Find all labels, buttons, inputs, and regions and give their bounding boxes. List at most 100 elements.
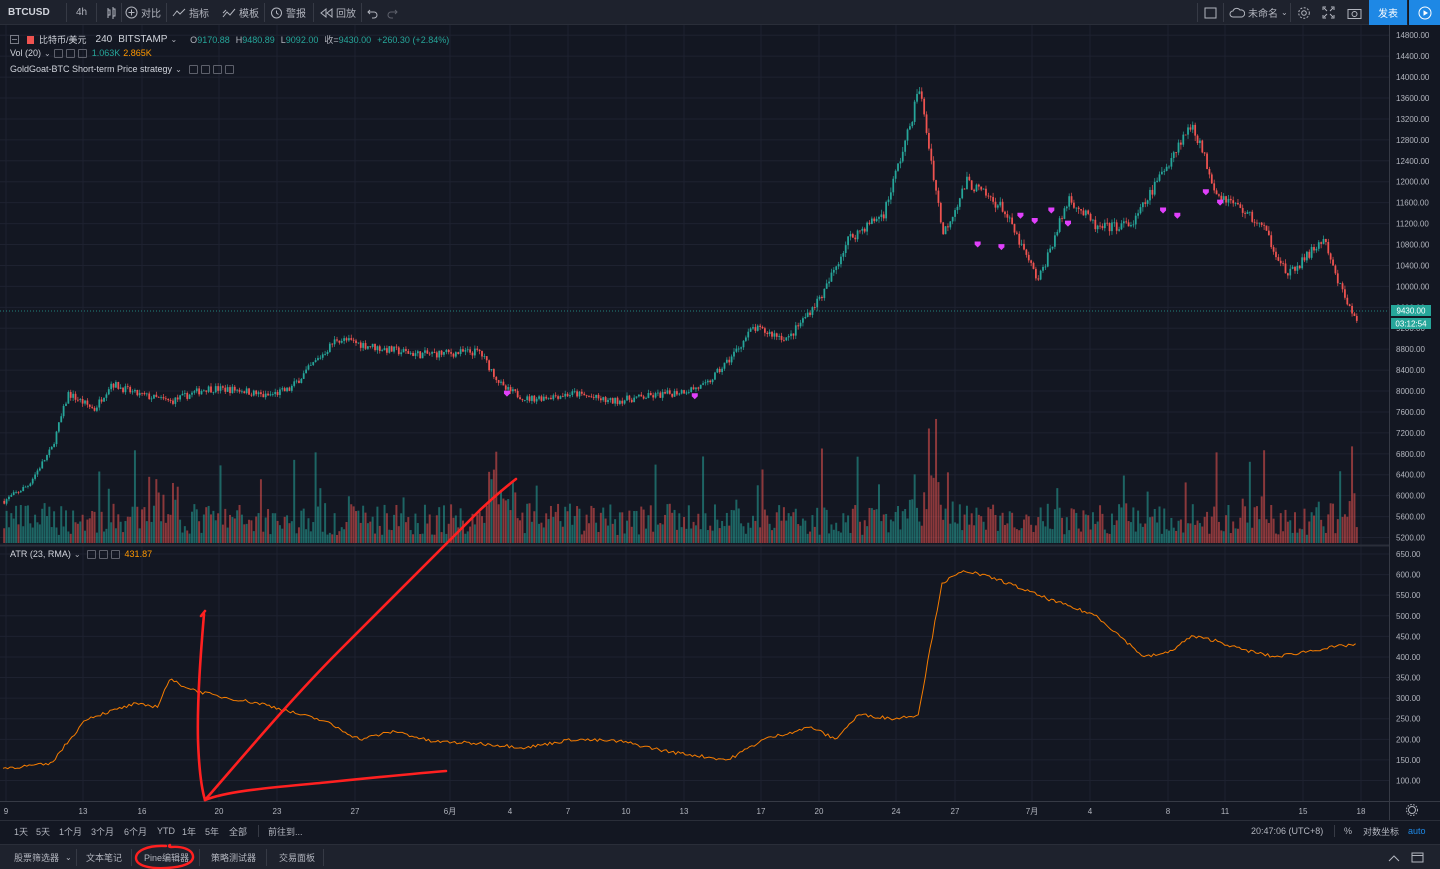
play-icon[interactable] — [1408, 0, 1440, 25]
candle-body — [614, 397, 617, 404]
volume-bar — [1241, 498, 1244, 543]
volume-bar — [112, 503, 115, 543]
chevron-down-icon[interactable]: ⌄ — [73, 549, 81, 559]
eye-icon[interactable] — [53, 48, 63, 58]
range-1y[interactable]: 1年 — [182, 826, 197, 837]
chevron-down-icon[interactable]: ⌄ — [170, 35, 178, 44]
tab-strategy-tester[interactable]: 策略测试器 — [211, 853, 257, 863]
tab-stock-screener[interactable]: 股票筛选器 ⌄ — [14, 853, 72, 863]
chevron-up-icon[interactable] — [1388, 845, 1400, 869]
time-axis[interactable]: 9 13 16 20 23 27 6月 4 7 10 13 17 20 24 27 7月 4 8 11 15 18 — [4, 807, 1366, 816]
volume-bar — [34, 514, 37, 543]
range-ytd[interactable]: YTD — [157, 826, 175, 836]
camera-icon[interactable] — [1347, 0, 1362, 25]
range-6m[interactable]: 6个月 — [124, 826, 148, 837]
volume-bar — [984, 529, 987, 543]
range-5y[interactable]: 5年 — [205, 826, 220, 837]
candle-body — [1084, 210, 1087, 216]
layout-save-button[interactable]: 未命名 ⌄ — [1229, 0, 1288, 25]
fullscreen-rect-icon[interactable] — [1204, 0, 1217, 25]
settings-small-icon[interactable] — [98, 549, 108, 559]
candle-body — [338, 340, 341, 343]
volume-bar — [1322, 526, 1325, 543]
alert-button[interactable]: 警报 — [270, 0, 306, 25]
publish-button[interactable]: 发表 — [1369, 0, 1407, 25]
range-1d[interactable]: 1天 — [14, 826, 29, 837]
fullscreen-icon[interactable] — [1322, 0, 1335, 25]
replay-button[interactable]: 回放 — [319, 0, 356, 25]
candle-body — [1015, 232, 1018, 234]
indicators-button[interactable]: 指标 — [172, 0, 209, 25]
volume-bar — [224, 508, 227, 543]
volume-bar — [152, 505, 155, 543]
volume-bar — [407, 517, 410, 543]
volume-bar — [1225, 515, 1228, 543]
range-3m[interactable]: 3个月 — [91, 826, 115, 837]
volume-bar — [925, 509, 928, 543]
redo-icon[interactable] — [386, 0, 398, 25]
settings-small-icon[interactable] — [200, 64, 210, 74]
candle-body — [288, 387, 291, 391]
undo-icon[interactable] — [367, 0, 379, 25]
range-all[interactable]: 全部 — [229, 826, 248, 837]
compare-button[interactable]: 对比 — [125, 0, 161, 25]
candle-body — [443, 352, 445, 355]
chevron-down-icon[interactable]: ⌄ — [44, 48, 51, 58]
volume-bar — [48, 506, 51, 543]
clock-text[interactable]: 20:47:06 (UTC+8) — [1251, 826, 1324, 836]
templates-button[interactable]: 模板 — [222, 0, 259, 25]
candle-body — [409, 352, 412, 354]
volume-bar — [1206, 511, 1209, 543]
close-icon[interactable] — [224, 64, 234, 74]
symbol-search[interactable]: BTCUSD — [8, 7, 50, 18]
data-window-icon[interactable] — [212, 64, 222, 74]
maximize-panel-icon[interactable] — [1411, 845, 1424, 869]
eye-icon[interactable] — [188, 64, 198, 74]
candle-body — [450, 352, 452, 354]
volume-bar — [607, 525, 609, 543]
close-icon[interactable] — [110, 549, 120, 559]
tab-trading-panel[interactable]: 交易面板 — [279, 853, 316, 863]
chevron-down-icon[interactable]: ⌄ — [175, 64, 182, 74]
tab-text-notes[interactable]: 文本笔记 — [86, 853, 123, 863]
symbol-name: 比特币/美元 — [39, 35, 87, 45]
atr-axis[interactable]: 650.00 600.00 550.00 500.00 450.00 400.00 350.… — [1396, 550, 1421, 786]
candle-style-icon[interactable] — [104, 0, 118, 25]
auto-toggle[interactable]: auto — [1408, 826, 1426, 836]
candle-body — [416, 351, 419, 354]
volume-bar — [654, 464, 657, 543]
settings-small-icon[interactable] — [65, 48, 75, 58]
volume-bar — [426, 523, 429, 543]
candle-body — [183, 392, 186, 394]
log-toggle[interactable]: 对数坐标 — [1363, 826, 1400, 837]
volume-bar — [1346, 516, 1349, 543]
candle-body — [362, 343, 365, 348]
volume-bar — [1217, 521, 1220, 543]
gear-icon[interactable] — [1297, 0, 1311, 25]
volume-bar — [1118, 504, 1121, 543]
tab-pine-editor[interactable]: Pine编辑器 — [144, 853, 190, 863]
volume-bar — [557, 503, 560, 543]
candle-body — [913, 101, 916, 122]
range-1m[interactable]: 1个月 — [59, 826, 83, 837]
candle-body — [212, 392, 215, 394]
candle-body — [545, 396, 548, 399]
eye-icon[interactable] — [86, 549, 96, 559]
volume-bar — [343, 529, 346, 543]
candle-body — [1037, 278, 1040, 280]
chart-area[interactable]: 14800.0014400.0014000.0013600.0013200.00… — [0, 25, 1440, 820]
range-5d[interactable]: 5天 — [36, 826, 51, 837]
candle-body — [1298, 265, 1301, 269]
candle-body — [557, 396, 559, 399]
goto-date-button[interactable]: 前往到... — [268, 826, 303, 837]
price-axis[interactable]: 14800.00 14400.00 14000.00 13600.00 13200.00… — [1396, 31, 1430, 542]
candle-body — [76, 399, 79, 401]
percent-toggle[interactable]: % — [1344, 826, 1353, 836]
collapse-icon[interactable] — [10, 35, 19, 44]
close-icon[interactable] — [77, 48, 87, 58]
axis-settings-icon[interactable] — [1406, 804, 1418, 816]
interval-button[interactable]: 4h — [76, 7, 88, 18]
candle-body — [1025, 249, 1028, 255]
candle-body — [659, 392, 662, 398]
candle-body — [880, 214, 883, 218]
